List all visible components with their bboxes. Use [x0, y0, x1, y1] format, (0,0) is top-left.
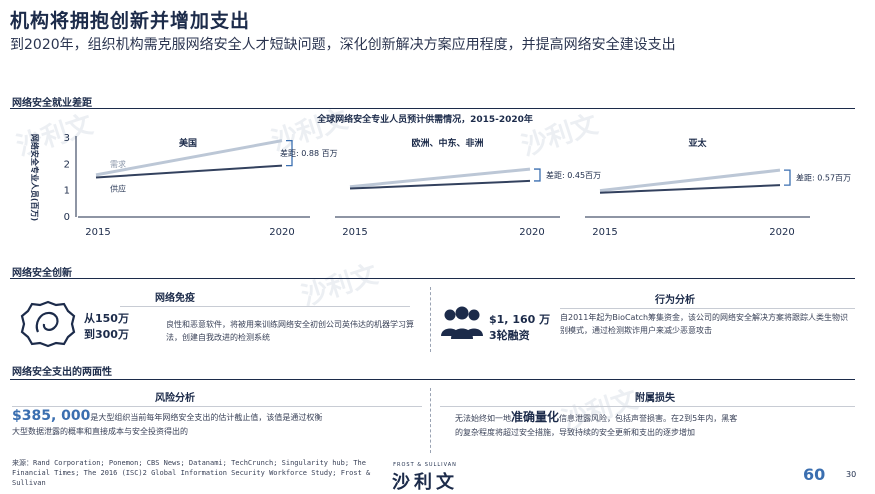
innovation-right-figure: $1, 160 万 3轮融资 — [489, 312, 550, 344]
innovation-left-heading: 网络免疫 — [155, 293, 195, 304]
section-rule — [10, 108, 855, 109]
page-number: 30 — [846, 470, 857, 479]
spend-left-text-block: $385, 000是大型组织当前每年网络安全支出的估计截止值，该值是通过权衡 大… — [12, 409, 432, 439]
virus-shield-icon — [20, 300, 76, 348]
supply-line — [95, 164, 283, 179]
demand-line — [599, 168, 781, 193]
supply-line — [599, 184, 781, 194]
gap-label: 差距: 0.45百万 — [546, 170, 601, 180]
page-title: 机构将拥抱创新并增加支出 — [10, 10, 251, 32]
brand-logo-cn: 沙利文 — [392, 472, 458, 493]
x-tick-label: 2015 — [592, 227, 617, 238]
source-note: 来源：Rand Corporation; Ponemon; CBS News; … — [12, 459, 371, 487]
section-rule — [10, 278, 855, 279]
spend-right-text-pre: 无法始终如一地 — [455, 414, 511, 423]
innovation-left-text: 良性和恶意软件，将被用来训练网络安全初创公司英伟达的机器学习算法，创建自我改进的… — [166, 320, 414, 342]
gap-bracket — [534, 168, 541, 182]
column-divider — [430, 388, 431, 453]
innovation-left-figure-top: 从150万 — [84, 312, 129, 325]
section-rule — [10, 379, 855, 380]
innovation-right-figure-bottom: 3轮融资 — [489, 329, 530, 342]
panel-title: 欧洲、中东、非洲 — [411, 137, 483, 149]
gap-bracket — [286, 139, 293, 167]
innovation-right-figure-top: $1, 160 万 — [489, 313, 551, 326]
innovation-left-figure-bottom: 到300万 — [84, 328, 129, 341]
gap-label: 差距: 0.88 百万 — [280, 148, 338, 158]
y-tick-label: 2 — [64, 159, 70, 170]
supply-line — [349, 179, 531, 190]
divider — [440, 406, 855, 407]
y-tick-label: 0 — [64, 212, 70, 223]
spend-left-heading: 风险分析 — [155, 393, 195, 404]
page-subtitle: 到2020年，组织机构需克服网络安全人才短缺问题，深化创新解决方案应用程度，并提… — [10, 37, 676, 53]
demand-line — [349, 167, 531, 189]
divider — [560, 308, 855, 309]
chart-title: 全球网络安全专业人员预计供需情况，2015-2020年 — [316, 113, 533, 125]
spend-left-text-inline: 是大型组织当前每年网络安全支出的估计截止值，该值是通过权衡 — [90, 413, 323, 422]
innovation-right-text: 自2011年起为BioCatch筹集资金，该公司的网络安全解决方案将跟踪人类生物… — [560, 313, 849, 335]
y-axis-label: 网络安全专业人员(百万) — [30, 134, 40, 221]
x-tick-label: 2020 — [519, 227, 544, 238]
brand-name-en: FROST & SULLIVAN — [393, 462, 457, 468]
spend-right-text-block: 无法始终如一地准确量化信息泄露风险，包括声誉损害。在2到5年内，黑客 的复杂程度… — [455, 410, 860, 440]
gap-bracket — [784, 169, 791, 186]
anniversary-logo: 60 — [803, 465, 826, 484]
spend-right-text-rest: 的复杂程度将超过安全措施，导致持续的安全更新和支出的逐步增加 — [455, 428, 695, 437]
innovation-right-heading: 行为分析 — [655, 295, 695, 306]
series-label-supply: 供应 — [110, 184, 126, 194]
demand-line — [95, 139, 283, 177]
series-label-demand: 需求 — [110, 159, 126, 169]
section-label-innovation: 网络安全创新 — [12, 268, 72, 279]
section-label-gap: 网络安全就业差距 — [12, 98, 92, 109]
spend-left-amount: $385, 000 — [12, 408, 91, 424]
y-tick-label: 1 — [64, 186, 70, 197]
innovation-left-figure: 从150万 到300万 — [84, 311, 129, 343]
users-icon — [441, 306, 483, 339]
x-tick-label: 2015 — [85, 227, 110, 238]
divider — [120, 306, 410, 307]
watermark: 沙利文 — [298, 259, 382, 313]
spend-right-text-post: 信息泄露风险，包括声誉损害。在2到5年内，黑客 — [559, 414, 738, 423]
section-label-spend: 网络安全支出的两面性 — [12, 367, 112, 378]
y-tick-label: 3 — [64, 133, 70, 144]
panel-title: 美国 — [179, 137, 197, 149]
spend-left-text-rest: 大型数据泄露的概率和直接成本与安全投资得出的 — [12, 427, 188, 436]
panel-title: 亚太 — [688, 137, 707, 149]
x-tick-label: 2015 — [342, 227, 367, 238]
x-tick-label: 2020 — [269, 227, 294, 238]
gap-label: 差距: 0.57百万 — [796, 173, 851, 183]
divider — [12, 406, 422, 407]
column-divider — [430, 287, 431, 352]
spend-right-heading: 附属损失 — [635, 393, 675, 404]
spend-right-emphasis: 准确量化 — [511, 410, 560, 424]
x-tick-label: 2020 — [769, 227, 794, 238]
